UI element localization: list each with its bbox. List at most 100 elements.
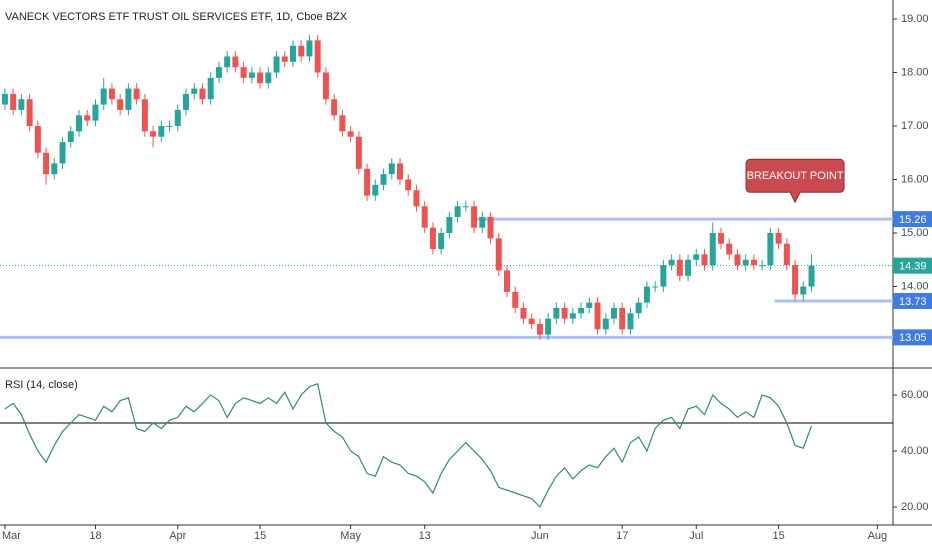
candle-body (495, 238, 502, 271)
candle-body (520, 307, 527, 319)
candle-body (232, 56, 239, 68)
candle-body (380, 174, 387, 185)
candle-body (215, 67, 222, 78)
x-tick-label: Jul (689, 530, 703, 542)
candle-body (767, 233, 774, 266)
y-tick-label: 16.00 (901, 173, 929, 185)
x-tick-label: May (340, 530, 361, 542)
candle-body (438, 233, 445, 250)
candle-body (158, 126, 165, 137)
candle-body (18, 99, 25, 110)
candle-body (759, 265, 766, 267)
x-tick-label: 15 (254, 530, 266, 542)
y-tick-label: 14.00 (901, 280, 929, 292)
candle-body (586, 302, 593, 308)
annotation-bubble (745, 158, 845, 204)
candle-body (372, 184, 379, 196)
y-tick-label: 40.00 (901, 445, 929, 457)
candle-body (199, 88, 206, 100)
candle-body (150, 131, 157, 137)
candle-body (503, 270, 510, 292)
candle-body (536, 323, 543, 335)
candle-body (67, 131, 74, 143)
x-tick-label: 13 (419, 530, 431, 542)
candle-body (693, 254, 700, 260)
candle-body (627, 313, 634, 330)
x-tick-label: 18 (89, 530, 101, 542)
candle-body (635, 302, 642, 314)
candle-body (429, 227, 436, 250)
candle-body (610, 307, 617, 319)
candle-body (471, 206, 478, 228)
candle-body (668, 259, 675, 266)
candle-body (553, 307, 560, 319)
candle-body (709, 233, 716, 266)
candle-body (619, 307, 626, 330)
rsi-title: RSI (14, close) (5, 379, 78, 391)
candle-body (347, 131, 354, 137)
candle-body (479, 216, 486, 228)
candle-body (800, 286, 807, 295)
candle-body (528, 318, 535, 324)
candle-body (191, 88, 198, 94)
y-tick-label: 20.00 (901, 501, 929, 513)
candle-body (750, 259, 757, 266)
candle-body (405, 179, 412, 191)
candle-body (643, 286, 650, 303)
y-tick-label: 60.00 (901, 389, 929, 401)
candle-body (396, 163, 403, 180)
candle-body (652, 286, 659, 288)
x-tick-label: Apr (169, 530, 186, 542)
candle-body (462, 206, 469, 208)
candle-body (84, 115, 91, 121)
candle-body (59, 142, 66, 164)
level-label-box (893, 292, 932, 309)
x-tick-label: Jun (531, 530, 549, 542)
y-tick-label: 19.00 (901, 13, 929, 25)
candle-body (421, 206, 428, 228)
annotation-text: BREAKOUT POINT (747, 170, 844, 182)
candle-body (26, 99, 33, 127)
level-label: 13.73 (899, 296, 927, 308)
candle-body (594, 302, 601, 330)
last-price-box (893, 257, 932, 274)
candle-body (43, 152, 50, 175)
candle-body (413, 190, 420, 207)
candle-body (306, 40, 313, 57)
level-label: 15.26 (899, 214, 927, 226)
candle-body (34, 126, 41, 153)
candle-body (51, 163, 58, 175)
rsi-line (4, 383, 813, 509)
candle-body (207, 77, 214, 100)
candle-body (660, 265, 667, 287)
candle-body (265, 72, 272, 84)
candle-body (355, 136, 362, 169)
candle-body (108, 88, 115, 100)
candle-body (388, 163, 395, 175)
candle-body (125, 88, 132, 110)
candle-body (117, 99, 124, 110)
candle-body (141, 99, 148, 132)
candle-body (273, 56, 280, 73)
candle-body (314, 40, 321, 73)
candle-body (133, 88, 140, 100)
candle-body (775, 233, 782, 244)
candle-body (454, 206, 461, 217)
level-label-box (893, 329, 932, 346)
candle-body (808, 265, 815, 287)
candle-body (726, 243, 733, 255)
candle-body (281, 56, 288, 62)
candle-body (676, 259, 683, 276)
last-price-label: 14.39 (899, 261, 927, 273)
candle-body (701, 254, 708, 266)
candle-body (290, 45, 297, 62)
candle-body (92, 104, 99, 121)
candle-body (364, 168, 371, 196)
candle-body (248, 72, 255, 78)
candle-body (339, 115, 346, 132)
x-tick-label: 15 (772, 530, 784, 542)
candle-body (512, 291, 519, 308)
candle-body (561, 307, 568, 319)
candle-body (322, 72, 329, 100)
